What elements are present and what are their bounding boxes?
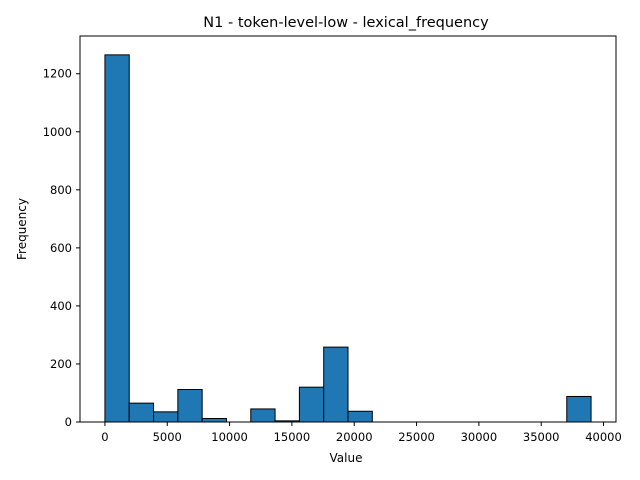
histogram-bar: [177, 388, 203, 423]
x-tick-label: 20000: [336, 430, 373, 444]
y-tick-label: 200: [50, 357, 72, 371]
x-tick-label: 30000: [461, 430, 498, 444]
histogram-bar: [323, 346, 349, 423]
bars-group: [104, 54, 592, 423]
y-tick-label: 800: [50, 183, 72, 197]
y-axis-ticks: 0 200 400 600 800 1000 1200: [43, 67, 80, 429]
histogram-bar: [128, 402, 155, 423]
x-tick-label: 25000: [398, 430, 435, 444]
x-tick-label: 40000: [585, 430, 622, 444]
chart-title: N1 - token-level-low - lexical_frequency: [203, 15, 489, 31]
histogram-bar: [347, 410, 373, 423]
y-tick-label: 1200: [43, 67, 72, 81]
x-axis-label: Value: [330, 451, 363, 465]
histogram-bar: [201, 418, 227, 423]
histogram-bar: [566, 395, 592, 423]
y-tick-label: 0: [65, 415, 72, 429]
plot-frame: [79, 35, 617, 423]
y-axis-label: Frequency: [15, 198, 29, 260]
y-tick-label: 400: [50, 299, 72, 313]
x-tick-label: 0: [101, 430, 108, 444]
y-tick-label: 1000: [43, 125, 72, 139]
x-tick-label: 5000: [153, 430, 182, 444]
x-tick-label: 10000: [211, 430, 248, 444]
histogram-bar: [153, 411, 179, 423]
histogram-bar: [250, 408, 276, 423]
y-tick-label: 600: [50, 241, 72, 255]
x-tick-label: 35000: [523, 430, 560, 444]
histogram-bar: [104, 54, 130, 423]
histogram-bar: [298, 386, 325, 423]
x-axis-ticks: 0 5000 10000 15000 20000 25000 30000 35000 40000: [101, 422, 622, 444]
x-tick-label: 15000: [274, 430, 311, 444]
